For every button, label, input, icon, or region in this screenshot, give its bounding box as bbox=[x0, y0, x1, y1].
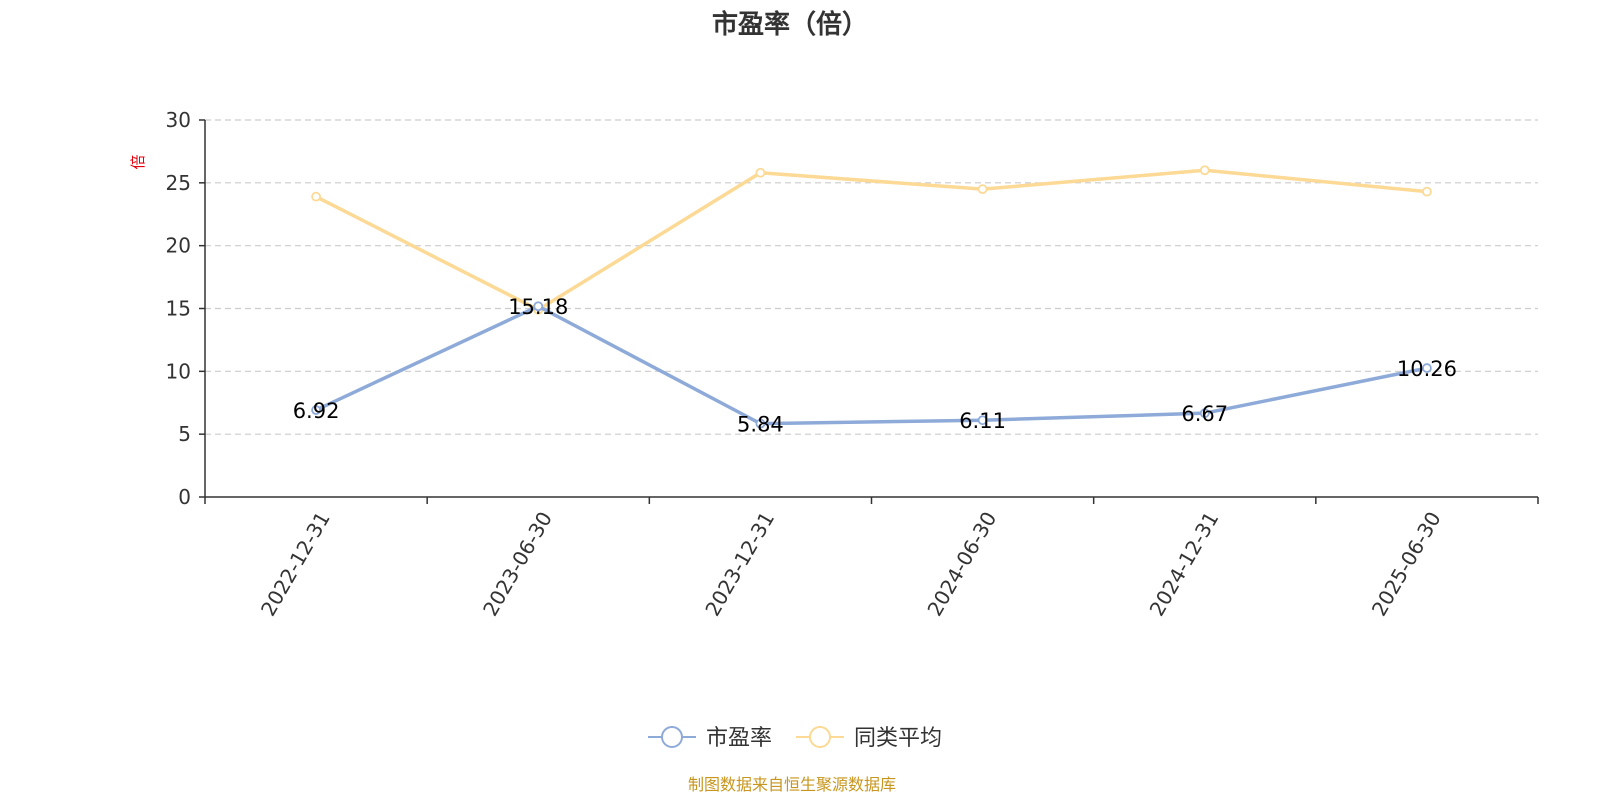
axes: 0 5 10 15 20 25 30 2022-12-31 2023-06-30 2023-12-… bbox=[166, 108, 1539, 621]
y-tick-label: 15 bbox=[166, 297, 191, 321]
x-tick-label: 2023-12-31 bbox=[700, 508, 779, 621]
data-point bbox=[977, 415, 988, 426]
data-point bbox=[755, 167, 766, 178]
data-point bbox=[755, 418, 766, 429]
y-tick-label: 5 bbox=[178, 422, 191, 446]
x-tick-label: 2023-06-30 bbox=[478, 508, 557, 621]
legend-label: 市盈率 bbox=[706, 726, 772, 751]
data-point bbox=[1199, 165, 1210, 176]
data-label: 6.67 bbox=[1181, 402, 1228, 426]
data-label: 15.18 bbox=[508, 295, 568, 319]
chart-title: 市盈率（倍） bbox=[712, 9, 868, 40]
series-line bbox=[315, 304, 1428, 426]
source-note: 制图数据来自恒生聚源数据库 bbox=[688, 775, 896, 794]
data-label: 5.84 bbox=[737, 413, 784, 437]
y-tick-label: 30 bbox=[166, 108, 191, 132]
data-point bbox=[977, 184, 988, 195]
data-label: 10.26 bbox=[1397, 357, 1457, 381]
y-axis-unit-label: 倍 bbox=[129, 154, 147, 169]
data-point bbox=[1199, 408, 1210, 419]
series-line bbox=[315, 168, 1428, 312]
series-layer bbox=[311, 165, 1432, 429]
y-tick-label: 0 bbox=[178, 485, 191, 509]
data-point bbox=[311, 405, 321, 415]
data-labels: 6.92 15.18 5.84 6.11 6.67 10.26 bbox=[293, 295, 1457, 436]
x-tick-label: 2025-06-30 bbox=[1367, 508, 1446, 621]
legend-marker bbox=[661, 726, 683, 748]
x-tick-label: 2024-12-31 bbox=[1145, 508, 1224, 621]
y-tick-label: 10 bbox=[166, 359, 191, 383]
legend: 市盈率 同类平均 bbox=[648, 726, 942, 751]
data-point bbox=[311, 191, 321, 202]
grid-lines bbox=[205, 119, 1538, 435]
data-point bbox=[1422, 363, 1432, 373]
x-tick-label: 2024-06-30 bbox=[922, 508, 1001, 621]
x-tick-label: 2022-12-31 bbox=[256, 508, 335, 621]
data-point bbox=[1422, 186, 1432, 197]
data-label: 6.92 bbox=[293, 399, 340, 423]
legend-label: 同类平均 bbox=[854, 726, 942, 751]
data-label: 6.11 bbox=[959, 409, 1006, 433]
y-tick-label: 25 bbox=[166, 171, 191, 195]
y-tick-label: 20 bbox=[166, 234, 191, 258]
legend-marker bbox=[809, 726, 831, 748]
data-point bbox=[533, 301, 544, 312]
